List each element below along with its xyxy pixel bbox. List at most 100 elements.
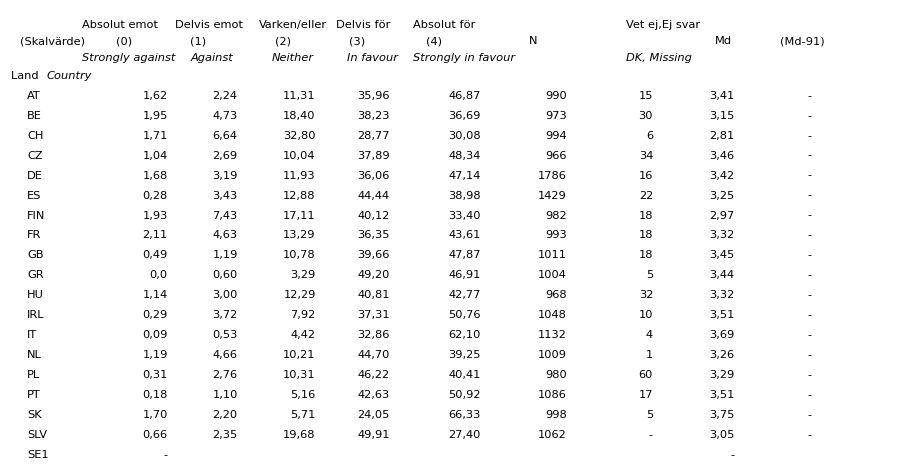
Text: (4): (4) xyxy=(426,36,443,46)
Text: 982: 982 xyxy=(545,211,567,220)
Text: 0,0: 0,0 xyxy=(150,270,168,281)
Text: 17,11: 17,11 xyxy=(283,211,316,220)
Text: -: - xyxy=(807,330,812,340)
Text: 44,70: 44,70 xyxy=(357,350,390,360)
Text: 32,86: 32,86 xyxy=(357,330,390,340)
Text: 0,09: 0,09 xyxy=(142,330,168,340)
Text: 12,29: 12,29 xyxy=(283,290,316,300)
Text: 2,35: 2,35 xyxy=(212,430,238,440)
Text: Against: Against xyxy=(190,53,233,63)
Text: Neither: Neither xyxy=(272,53,314,63)
Text: In favour: In favour xyxy=(347,53,398,63)
Text: FR: FR xyxy=(27,230,42,241)
Text: 973: 973 xyxy=(545,110,567,121)
Text: 1004: 1004 xyxy=(538,270,567,281)
Text: (3): (3) xyxy=(349,36,366,46)
Text: -: - xyxy=(807,290,812,300)
Text: 10,04: 10,04 xyxy=(283,150,316,161)
Text: 0,18: 0,18 xyxy=(142,390,168,400)
Text: 40,41: 40,41 xyxy=(448,370,481,380)
Text: 35,96: 35,96 xyxy=(357,91,390,101)
Text: 3,51: 3,51 xyxy=(709,390,735,400)
Text: 49,20: 49,20 xyxy=(357,270,390,281)
Text: -: - xyxy=(730,450,735,460)
Text: 3,25: 3,25 xyxy=(709,190,735,201)
Text: ES: ES xyxy=(27,190,42,201)
Text: 39,66: 39,66 xyxy=(357,251,390,260)
Text: 47,14: 47,14 xyxy=(448,171,481,180)
Text: 0,28: 0,28 xyxy=(142,190,168,201)
Text: 1,14: 1,14 xyxy=(142,290,168,300)
Text: 3,19: 3,19 xyxy=(212,171,238,180)
Text: AT: AT xyxy=(27,91,41,101)
Text: IRL: IRL xyxy=(27,310,44,321)
Text: SE1: SE1 xyxy=(27,450,49,460)
Text: 4: 4 xyxy=(646,330,653,340)
Text: (Md-91): (Md-91) xyxy=(780,36,824,46)
Text: SK: SK xyxy=(27,410,42,420)
Text: 60: 60 xyxy=(639,370,653,380)
Text: 44,44: 44,44 xyxy=(358,190,390,201)
Text: 998: 998 xyxy=(545,410,567,420)
Text: 3,72: 3,72 xyxy=(212,310,238,321)
Text: HU: HU xyxy=(27,290,44,300)
Text: 0,31: 0,31 xyxy=(142,370,168,380)
Text: (1): (1) xyxy=(190,36,207,46)
Text: 2,20: 2,20 xyxy=(212,410,238,420)
Text: 6,64: 6,64 xyxy=(212,131,238,141)
Text: 2,69: 2,69 xyxy=(212,150,238,161)
Text: 11,31: 11,31 xyxy=(283,91,316,101)
Text: 40,12: 40,12 xyxy=(357,211,390,220)
Text: 5,71: 5,71 xyxy=(290,410,316,420)
Text: 1,71: 1,71 xyxy=(142,131,168,141)
Text: -: - xyxy=(807,390,812,400)
Text: 1786: 1786 xyxy=(538,171,567,180)
Text: 2,11: 2,11 xyxy=(142,230,168,241)
Text: PT: PT xyxy=(27,390,41,400)
Text: 46,91: 46,91 xyxy=(448,270,481,281)
Text: -: - xyxy=(807,91,812,101)
Text: 34: 34 xyxy=(639,150,653,161)
Text: 3,32: 3,32 xyxy=(709,290,735,300)
Text: 990: 990 xyxy=(545,91,567,101)
Text: Absolut för: Absolut för xyxy=(413,20,475,30)
Text: Varken/eller: Varken/eller xyxy=(258,20,327,30)
Text: -: - xyxy=(807,370,812,380)
Text: 50,92: 50,92 xyxy=(448,390,481,400)
Text: 1,04: 1,04 xyxy=(142,150,168,161)
Text: CH: CH xyxy=(27,131,44,141)
Text: 1009: 1009 xyxy=(538,350,567,360)
Text: 30: 30 xyxy=(639,110,653,121)
Text: 19,68: 19,68 xyxy=(283,430,316,440)
Text: BE: BE xyxy=(27,110,42,121)
Text: 1086: 1086 xyxy=(538,390,567,400)
Text: 0,66: 0,66 xyxy=(142,430,168,440)
Text: 1,19: 1,19 xyxy=(142,350,168,360)
Text: 11,93: 11,93 xyxy=(283,171,316,180)
Text: 1,10: 1,10 xyxy=(212,390,238,400)
Text: 968: 968 xyxy=(545,290,567,300)
Text: -: - xyxy=(807,350,812,360)
Text: 5,16: 5,16 xyxy=(290,390,316,400)
Text: 3,05: 3,05 xyxy=(709,430,735,440)
Text: 3,15: 3,15 xyxy=(709,110,735,121)
Text: -: - xyxy=(807,251,812,260)
Text: 18: 18 xyxy=(639,211,653,220)
Text: Country: Country xyxy=(46,70,92,81)
Text: 5: 5 xyxy=(646,270,653,281)
Text: -: - xyxy=(807,270,812,281)
Text: -: - xyxy=(807,430,812,440)
Text: 1,68: 1,68 xyxy=(142,171,168,180)
Text: 32,80: 32,80 xyxy=(283,131,316,141)
Text: 18: 18 xyxy=(639,230,653,241)
Text: -: - xyxy=(807,310,812,321)
Text: FIN: FIN xyxy=(27,211,45,220)
Text: 49,91: 49,91 xyxy=(357,430,390,440)
Text: -: - xyxy=(807,131,812,141)
Text: 3,44: 3,44 xyxy=(709,270,735,281)
Text: 3,75: 3,75 xyxy=(709,410,735,420)
Text: -: - xyxy=(649,430,653,440)
Text: 12,88: 12,88 xyxy=(283,190,316,201)
Text: 3,43: 3,43 xyxy=(212,190,238,201)
Text: (Skalvärde): (Skalvärde) xyxy=(20,36,85,46)
